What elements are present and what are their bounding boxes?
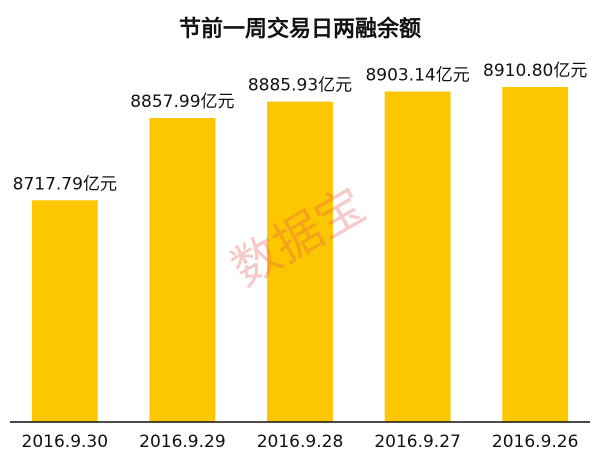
bar [384, 91, 451, 423]
x-tick-label: 2016.9.28 [257, 432, 344, 452]
data-label: 8885.93亿元 [248, 76, 352, 96]
data-label: 8910.80亿元 [483, 61, 587, 81]
data-label: 8717.79亿元 [13, 174, 117, 194]
x-tick-label: 2016.9.29 [139, 432, 226, 452]
bar [502, 87, 569, 422]
data-label: 8857.99亿元 [130, 92, 234, 112]
bar [267, 101, 333, 422]
bar [149, 117, 216, 422]
data-label: 8903.14亿元 [365, 66, 469, 86]
x-tick-label: 2016.9.30 [22, 432, 109, 452]
x-tick-label: 2016.9.26 [492, 432, 579, 452]
bar [31, 200, 98, 422]
x-tick-label: 2016.9.27 [374, 432, 461, 452]
chart-title: 节前一周交易日两融余额 [179, 16, 421, 42]
